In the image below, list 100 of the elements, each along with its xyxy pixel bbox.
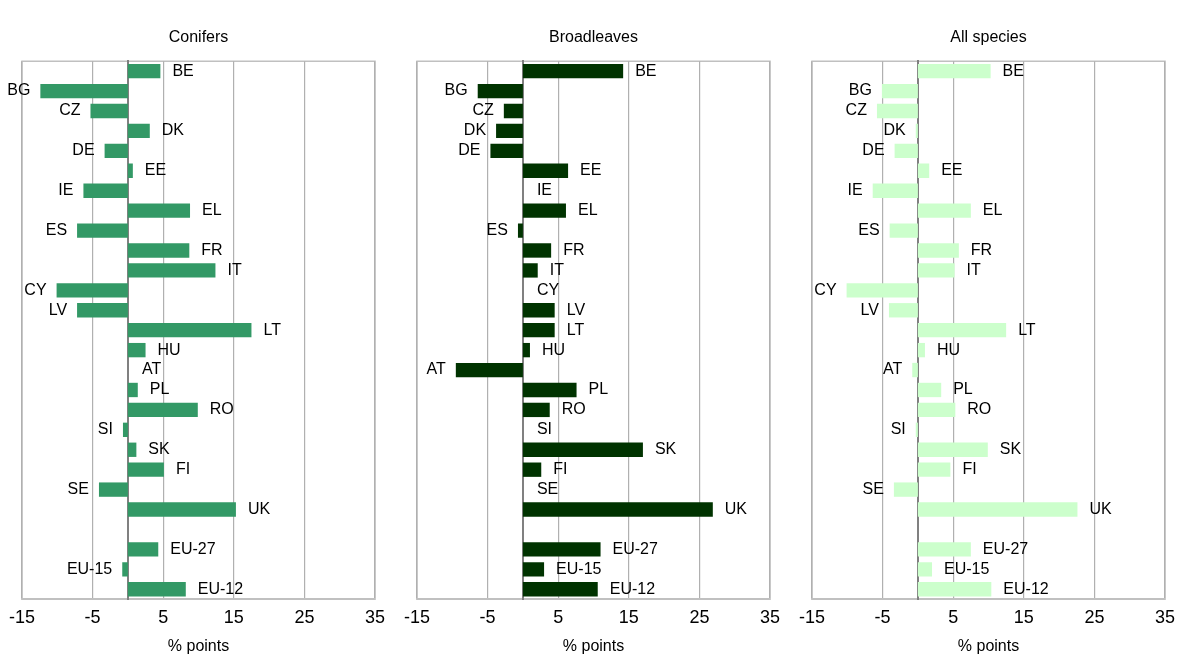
bar <box>503 103 523 119</box>
bar <box>917 542 971 557</box>
x-tick-label: -15 <box>8 606 36 627</box>
category-label: AT <box>426 360 446 378</box>
bar <box>127 323 252 338</box>
bar <box>455 362 523 378</box>
bar <box>522 342 530 358</box>
category-label: EU-12 <box>197 579 244 597</box>
bar <box>122 562 128 577</box>
category-label: PL <box>149 380 170 398</box>
bar <box>40 83 128 99</box>
bar <box>888 303 918 318</box>
category-label: DK <box>463 121 487 139</box>
bar <box>912 362 918 378</box>
category-label: LT <box>566 320 585 338</box>
bar <box>889 223 918 238</box>
bar <box>522 502 713 517</box>
bar <box>917 402 956 418</box>
bar <box>477 83 523 99</box>
category-label: HU <box>936 340 961 358</box>
bar <box>127 243 190 258</box>
x-tick-label: 15 <box>618 606 639 627</box>
category-label: CY <box>814 280 837 298</box>
category-label: FI <box>962 460 977 478</box>
category-label: RO <box>209 400 234 418</box>
bar <box>917 203 971 218</box>
category-label: SI <box>536 420 553 438</box>
x-tick-label: 25 <box>294 606 315 627</box>
category-label: FR <box>970 240 993 258</box>
bar <box>917 562 933 577</box>
bar <box>90 103 128 119</box>
bar <box>56 283 128 298</box>
category-label: HU <box>541 340 566 358</box>
x-axis-title: % points <box>957 636 1020 654</box>
category-label: UK <box>1089 499 1112 517</box>
category-label: DE <box>458 141 481 159</box>
bar <box>127 123 150 139</box>
category-label: EU-15 <box>66 559 113 577</box>
x-tick-label: 15 <box>223 606 244 627</box>
category-label: AT <box>141 360 162 378</box>
category-label: FR <box>563 240 585 258</box>
category-label: BG <box>848 81 872 99</box>
bar <box>846 283 918 298</box>
bar <box>917 502 1078 517</box>
category-label: BE <box>1002 61 1024 79</box>
bar <box>915 422 918 437</box>
bar <box>522 323 555 338</box>
bar <box>917 323 1007 338</box>
bar <box>522 243 552 258</box>
category-label: CZ <box>845 101 867 119</box>
bar <box>917 163 930 178</box>
category-label: CZ <box>59 101 81 119</box>
category-label: EU-12 <box>609 579 656 597</box>
category-label: ES <box>45 220 68 238</box>
x-axis-title: % points <box>562 636 625 654</box>
category-label: FI <box>553 460 568 478</box>
category-label: ES <box>858 220 880 238</box>
bar <box>77 303 128 318</box>
category-label: EL <box>982 201 1003 219</box>
category-label: ES <box>486 220 508 238</box>
bar <box>522 203 566 218</box>
category-label: DE <box>72 141 95 159</box>
category-label: CZ <box>472 101 494 119</box>
bar <box>127 163 133 178</box>
category-label: AT <box>882 360 903 378</box>
x-tick-label: -5 <box>479 606 496 627</box>
bar <box>917 382 942 398</box>
category-label: BG <box>7 81 31 99</box>
bar <box>127 382 138 398</box>
category-label: DE <box>862 141 885 159</box>
category-label: SE <box>536 480 559 498</box>
bar <box>522 562 545 577</box>
category-label: DK <box>161 121 185 139</box>
bar <box>127 203 191 218</box>
category-label: FI <box>175 460 191 478</box>
category-label: SE <box>67 480 89 498</box>
category-label: PL <box>953 380 973 398</box>
category-label: EU-27 <box>982 539 1029 557</box>
category-label: EE <box>580 161 602 179</box>
bar <box>522 442 643 457</box>
bar <box>517 223 523 238</box>
bar <box>917 582 992 597</box>
category-label: FR <box>201 240 223 258</box>
bar <box>881 83 918 99</box>
category-label: BG <box>444 81 468 99</box>
bar <box>893 482 918 497</box>
category-label: RO <box>967 400 992 418</box>
x-tick-label: -15 <box>798 606 826 627</box>
x-tick-label: 25 <box>1084 606 1105 627</box>
x-tick-label: 35 <box>759 606 781 627</box>
category-label: SI <box>97 420 113 438</box>
category-label: IE <box>536 181 553 199</box>
x-tick-label: 5 <box>158 606 169 627</box>
bar <box>917 263 955 278</box>
category-label: LV <box>48 300 68 318</box>
bar <box>522 542 601 557</box>
bar <box>127 582 186 597</box>
x-tick-label: -5 <box>874 606 891 627</box>
chart-title: Conifers <box>168 28 229 46</box>
category-label: SK <box>148 440 170 458</box>
